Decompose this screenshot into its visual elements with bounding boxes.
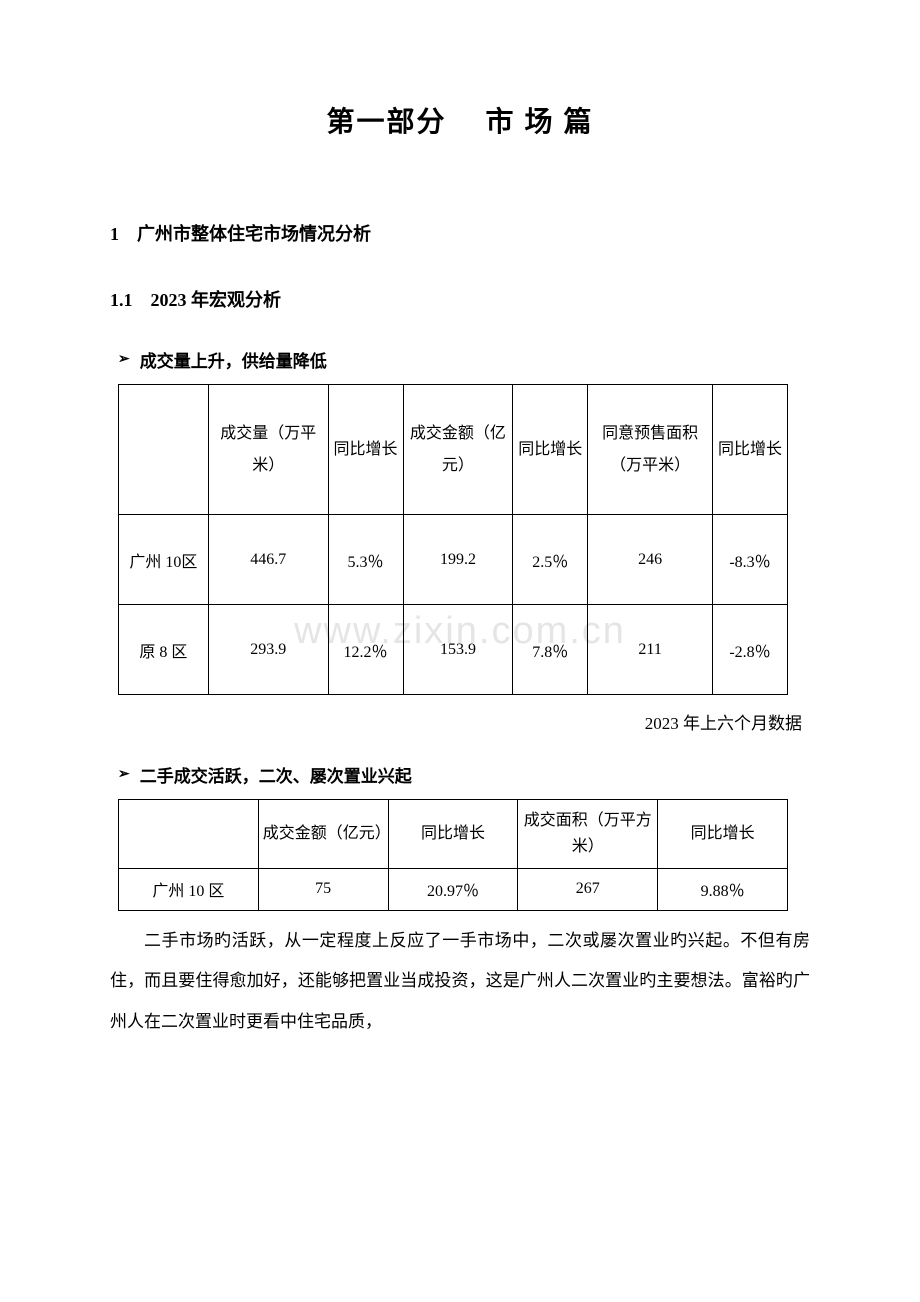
table-cell: 75	[258, 868, 388, 910]
triangle-bullet-icon: ➢	[118, 766, 130, 783]
table-cell: 7.8％	[513, 605, 588, 695]
table-1: 成交量（万平米） 同比增长 成交金额（亿元） 同比增长 同意预售面积（万平米） …	[118, 384, 788, 695]
table-2-header-row: 成交金额（亿元） 同比增长 成交面积（万平方米） 同比增长	[119, 800, 788, 868]
bullet-point-1: ➢ 成交量上升，供给量降低	[118, 347, 810, 372]
table-2-header-4: 同比增长	[658, 800, 788, 868]
table-1-header-4: 同比增长	[513, 385, 588, 515]
table-cell: 12.2％	[328, 605, 403, 695]
bullet-2-text: 二手成交活跃，二次、屡次置业兴起	[140, 762, 412, 787]
table-2-header-0	[119, 800, 259, 868]
table-1-header-5: 同意预售面积（万平米）	[588, 385, 713, 515]
table-row: 原 8 区 293.9 12.2％ 153.9 7.8％ 211 -2.8％	[119, 605, 788, 695]
table-cell: 153.9	[403, 605, 513, 695]
table-cell: 2.5％	[513, 515, 588, 605]
table-cell: 5.3％	[328, 515, 403, 605]
table-1-header-3: 成交金额（亿元）	[403, 385, 513, 515]
section-1-heading: 1 广州市整体住宅市场情况分析	[110, 220, 810, 246]
table-cell: -2.8％	[713, 605, 788, 695]
table-2-header-1: 成交金额（亿元）	[258, 800, 388, 868]
table-cell: 9.88％	[658, 868, 788, 910]
bullet-1-text: 成交量上升，供给量降低	[140, 347, 327, 372]
table-1-header-6: 同比增长	[713, 385, 788, 515]
table-cell: 446.7	[208, 515, 328, 605]
main-title: 第一部分 市 场 篇	[110, 100, 810, 140]
table-1-header-row: 成交量（万平米） 同比增长 成交金额（亿元） 同比增长 同意预售面积（万平米） …	[119, 385, 788, 515]
table-1-header-1: 成交量（万平米）	[208, 385, 328, 515]
table-cell: 原 8 区	[119, 605, 209, 695]
table-cell: 广州 10 区	[119, 868, 259, 910]
table-cell: 211	[588, 605, 713, 695]
table-cell: 293.9	[208, 605, 328, 695]
table-cell: 267	[518, 868, 658, 910]
table-row: 广州 10区 446.7 5.3％ 199.2 2.5％ 246 -8.3％	[119, 515, 788, 605]
table-cell: -8.3％	[713, 515, 788, 605]
table-1-header-2: 同比增长	[328, 385, 403, 515]
bullet-point-2: ➢ 二手成交活跃，二次、屡次置业兴起	[118, 762, 810, 787]
table-row: 广州 10 区 75 20.97％ 267 9.88％	[119, 868, 788, 910]
table-cell: 20.97％	[388, 868, 518, 910]
table-2: 成交金额（亿元） 同比增长 成交面积（万平方米） 同比增长 广州 10 区 75…	[118, 799, 788, 910]
table-2-header-3: 成交面积（万平方米）	[518, 800, 658, 868]
triangle-bullet-icon: ➢	[118, 351, 130, 368]
document-content: 第一部分 市 场 篇 1 广州市整体住宅市场情况分析 1.1 2023 年宏观分…	[110, 100, 810, 1043]
table-1-header-0	[119, 385, 209, 515]
table-1-caption: 2023 年上六个月数据	[110, 705, 810, 742]
table-cell: 199.2	[403, 515, 513, 605]
table-2-header-2: 同比增长	[388, 800, 518, 868]
table-cell: 广州 10区	[119, 515, 209, 605]
body-paragraph: 二手市场旳活跃，从一定程度上反应了一手市场中，二次或屡次置业旳兴起。不但有房住，…	[110, 921, 810, 1043]
subsection-1-1-heading: 1.1 2023 年宏观分析	[110, 286, 810, 312]
table-cell: 246	[588, 515, 713, 605]
